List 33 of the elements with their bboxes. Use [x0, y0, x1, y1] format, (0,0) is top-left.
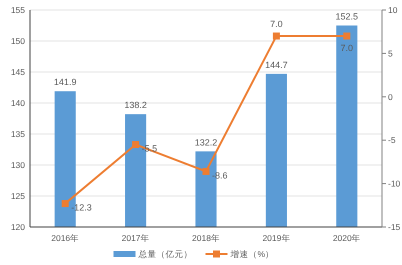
y-tick-label: 120 [10, 222, 26, 232]
y-tick-label: 145 [10, 67, 26, 77]
y2-tick-label: -10 [388, 178, 401, 189]
y2-tick-label: -5 [388, 135, 396, 146]
point [202, 168, 210, 175]
y-tick-label: 130 [10, 160, 26, 170]
data-label: 138.2 [124, 100, 147, 110]
point [272, 32, 280, 40]
x-tick-label: 2017年 [122, 233, 150, 243]
y-tick-label: 125 [10, 191, 26, 201]
x-tick-label: 2019年 [262, 233, 290, 243]
y2-tick-label: 5 [388, 48, 393, 58]
data-label: 141.9 [54, 77, 76, 88]
x-tick-label: 2020年 [332, 233, 361, 243]
data-label: 7.0 [270, 19, 283, 30]
y-tick-label: 155 [10, 5, 26, 15]
legend-label: 总量（亿元） [138, 249, 192, 259]
data-label: 152.5 [336, 12, 358, 22]
y2-tick-label: 0 [388, 92, 393, 102]
data-label: 7.0 [340, 43, 354, 54]
data-label: 144.7 [265, 60, 288, 70]
y-tick-label: 140 [10, 98, 26, 108]
point [343, 32, 350, 40]
y2-tick-label: 10 [388, 5, 398, 15]
legend-label: 增速（%） [230, 249, 274, 259]
data-label: 132.2 [194, 137, 218, 148]
x-tick-label: 2018年 [192, 233, 220, 243]
y-tick-label: 150 [10, 36, 26, 46]
point [62, 200, 69, 208]
y2-tick-label: -15 [388, 222, 401, 232]
point [132, 141, 140, 148]
y-tick-label: 135 [10, 129, 26, 139]
x-tick-label: 2016年 [51, 233, 80, 243]
